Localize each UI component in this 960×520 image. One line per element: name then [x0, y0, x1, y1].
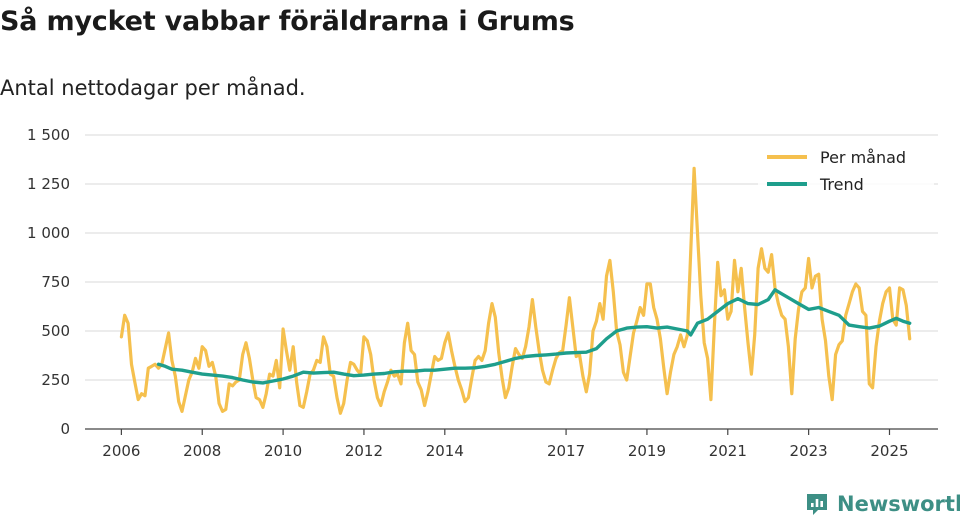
newsworthy-logo-icon: [807, 494, 827, 515]
y-tick-label: 1 500: [27, 126, 70, 144]
y-tick-label: 500: [41, 322, 70, 340]
x-tick-label: 2019: [628, 442, 666, 460]
brand-name: Newsworthy: [837, 492, 960, 516]
y-tick-label: 1 000: [27, 224, 70, 242]
x-tick-label: 2021: [709, 442, 747, 460]
y-tick-label: 1 250: [27, 175, 70, 193]
legend: Per månad Trend: [758, 144, 934, 200]
legend-background: [758, 144, 934, 200]
x-tick-label: 2025: [870, 442, 908, 460]
y-tick-label: 0: [60, 420, 70, 438]
y-tick-label: 750: [41, 273, 70, 291]
x-tick-label: 2010: [264, 442, 302, 460]
x-tick-label: 2014: [426, 442, 464, 460]
y-tick-label: 250: [41, 371, 70, 389]
brand: Newsworthy: [804, 488, 960, 520]
legend-label: Trend: [819, 175, 864, 194]
legend-label: Per månad: [820, 148, 906, 167]
y-axis-ticks: 0 250 500 750 1 000 1 250 1 500: [27, 126, 70, 438]
series-line-per-manad: [119, 166, 912, 415]
x-tick-label: 2012: [345, 442, 383, 460]
x-tick-label: 2017: [547, 442, 585, 460]
x-tick-label: 2023: [790, 442, 828, 460]
x-axis: 2006 2008 2010 2012 2014 2017 2019 2021 2023 2025: [85, 428, 938, 460]
x-tick-label: 2006: [102, 442, 140, 460]
chart-title: Så mycket vabbar föräldrarna i Grums: [0, 6, 575, 37]
x-tick-label: 2008: [183, 442, 221, 460]
chart-subtitle: Antal nettodagar per månad.: [0, 76, 306, 100]
series-line-trend: [156, 288, 912, 385]
series-lines: [119, 166, 912, 415]
